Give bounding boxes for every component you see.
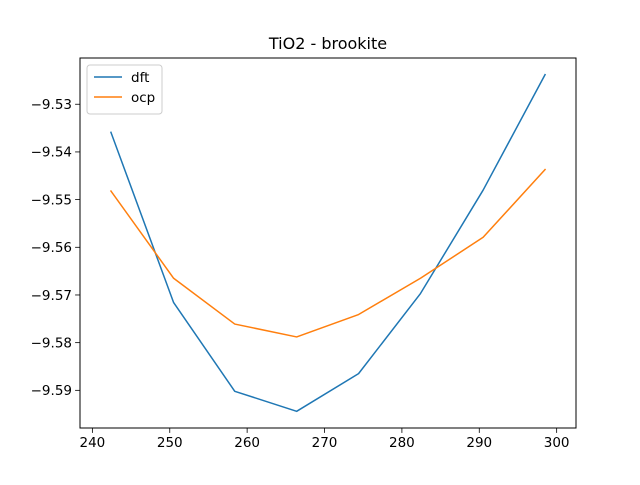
legend: dft ocp xyxy=(87,65,162,114)
y-tick-label: −9.55 xyxy=(31,192,72,208)
legend-label-ocp: ocp xyxy=(131,90,155,106)
x-tick-label: 240 xyxy=(79,435,105,451)
x-tick-label: 280 xyxy=(389,435,415,451)
x-tick-label: 300 xyxy=(544,435,570,451)
y-tick-label: −9.54 xyxy=(31,145,72,161)
y-tick-label: −9.57 xyxy=(31,288,72,304)
y-tick-label: −9.59 xyxy=(31,383,72,399)
x-tick-label: 270 xyxy=(312,435,338,451)
y-tick-label: −9.58 xyxy=(31,335,72,351)
y-tick-label: −9.56 xyxy=(31,240,72,256)
chart-title: TiO2 - brookite xyxy=(268,34,387,53)
x-tick-label: 250 xyxy=(157,435,183,451)
legend-label-dft: dft xyxy=(131,70,149,86)
x-tick-label: 290 xyxy=(466,435,492,451)
y-tick-label: −9.53 xyxy=(31,97,72,113)
x-tick-label: 260 xyxy=(234,435,260,451)
